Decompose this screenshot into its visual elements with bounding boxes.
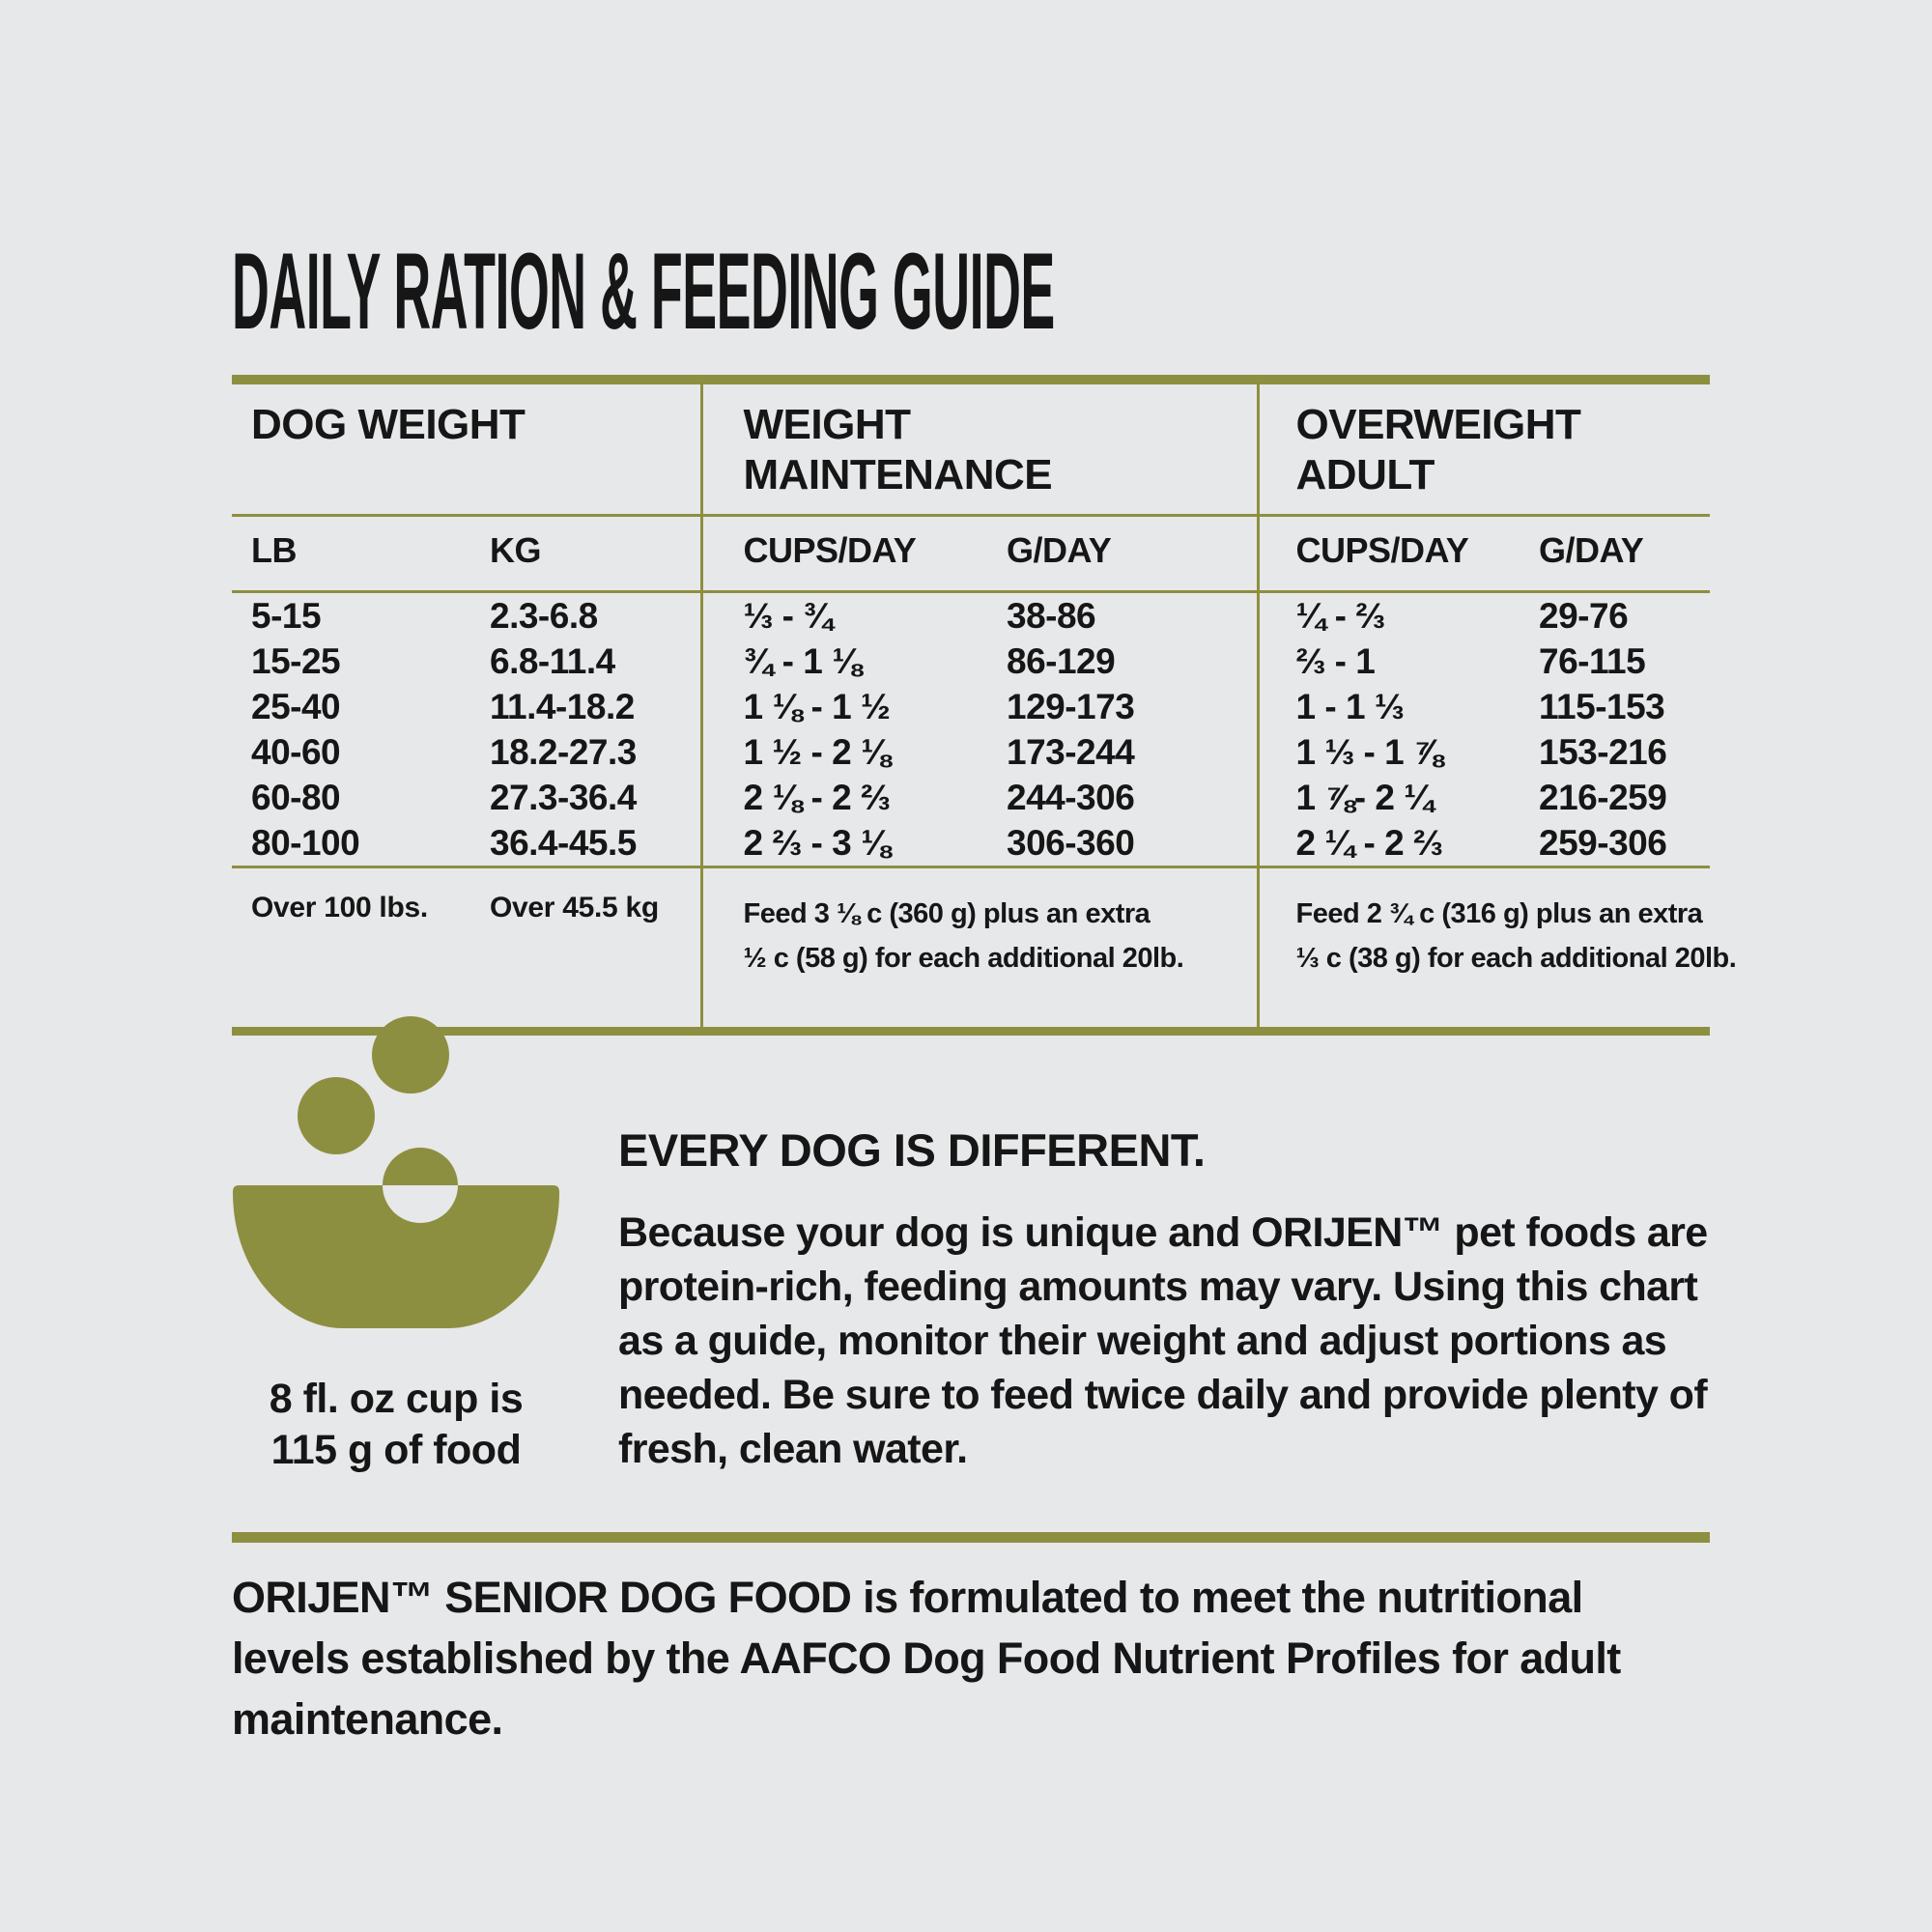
column-header-kg: KG [490, 515, 701, 593]
table-row: 60-80 27.3-36.4 2 ⅛ - 2 ⅔ 244-306 1 ⅞- 2… [232, 775, 1710, 820]
page-title: DAILY RATION & FEEDING GUIDE [232, 231, 1055, 352]
cup-note-line1: 8 fl. oz cup is [269, 1376, 524, 1422]
group-header-overweight-adult: OVERWEIGHT ADULT [1256, 380, 1711, 517]
column-header-overweight-grams: G/DAY [1539, 515, 1711, 593]
table-row: 80-100 36.4-45.5 2 ⅔ - 3 ⅛ 306-360 2 ¼ -… [232, 820, 1711, 868]
overflow-overweight-note: Feed 2 ¾ c (316 g) plus an extra ⅓ c (38… [1256, 867, 1737, 1036]
column-header-maintenance-grams: G/DAY [1007, 515, 1259, 593]
table-row: 5-15 2.3-6.8 ⅓ - ¾ 38-86 ¼ - ⅔ 29-76 [232, 591, 1710, 639]
aafco-footnote: ORIJEN™ SENIOR DOG FOOD is formulated to… [232, 1573, 1621, 1744]
group-header-dog-weight: DOG WEIGHT [232, 380, 701, 517]
table-row: 15-25 6.8-11.4 ¾ - 1 ⅛ 86-129 ⅔ - 1 76-1… [232, 639, 1710, 684]
divider-bar [232, 1532, 1710, 1543]
column-header-maintenance-cups: CUPS/DAY [699, 515, 1007, 593]
kibble-bowl-icon [232, 1014, 560, 1333]
overflow-lb: Over 100 lbs. [232, 867, 490, 1036]
cup-note-line2: 115 g of food [270, 1427, 522, 1473]
overflow-kg: Over 45.5 kg [490, 867, 701, 1036]
overflow-weight-row: Over 100 lbs. Over 45.5 kg Feed 3 ⅛ c (3… [232, 867, 1737, 1036]
group-header-weight-maintenance: WEIGHT MAINTENANCE [699, 380, 1259, 517]
column-header-overweight-cups: CUPS/DAY [1256, 515, 1540, 593]
overflow-maintenance-note: Feed 3 ⅛ c (360 g) plus an extra ½ c (58… [699, 867, 1259, 1036]
info-heading: EVERY DOG IS DIFFERENT. [618, 1124, 1206, 1176]
table-row: 40-60 18.2-27.3 1 ½ - 2 ⅛ 173-244 1 ⅓ - … [232, 729, 1710, 775]
feeding-guide-table: DOG WEIGHT WEIGHT MAINTENANCE OVERWEIGHT… [232, 375, 1737, 1036]
subheader-row: LB KG CUPS/DAY G/DAY CUPS/DAY G/DAY [232, 515, 1711, 593]
column-header-lb: LB [232, 515, 490, 593]
table-row: 25-40 11.4-18.2 1 ⅛ - 1 ½ 129-173 1 - 1 … [232, 684, 1710, 729]
group-header-row: DOG WEIGHT WEIGHT MAINTENANCE OVERWEIGHT… [232, 380, 1711, 517]
cup-measure-note: 8 fl. oz cup is 115 g of food [222, 1374, 570, 1476]
info-body-text: Because your dog is unique and ORIJEN™ p… [618, 1209, 1708, 1472]
